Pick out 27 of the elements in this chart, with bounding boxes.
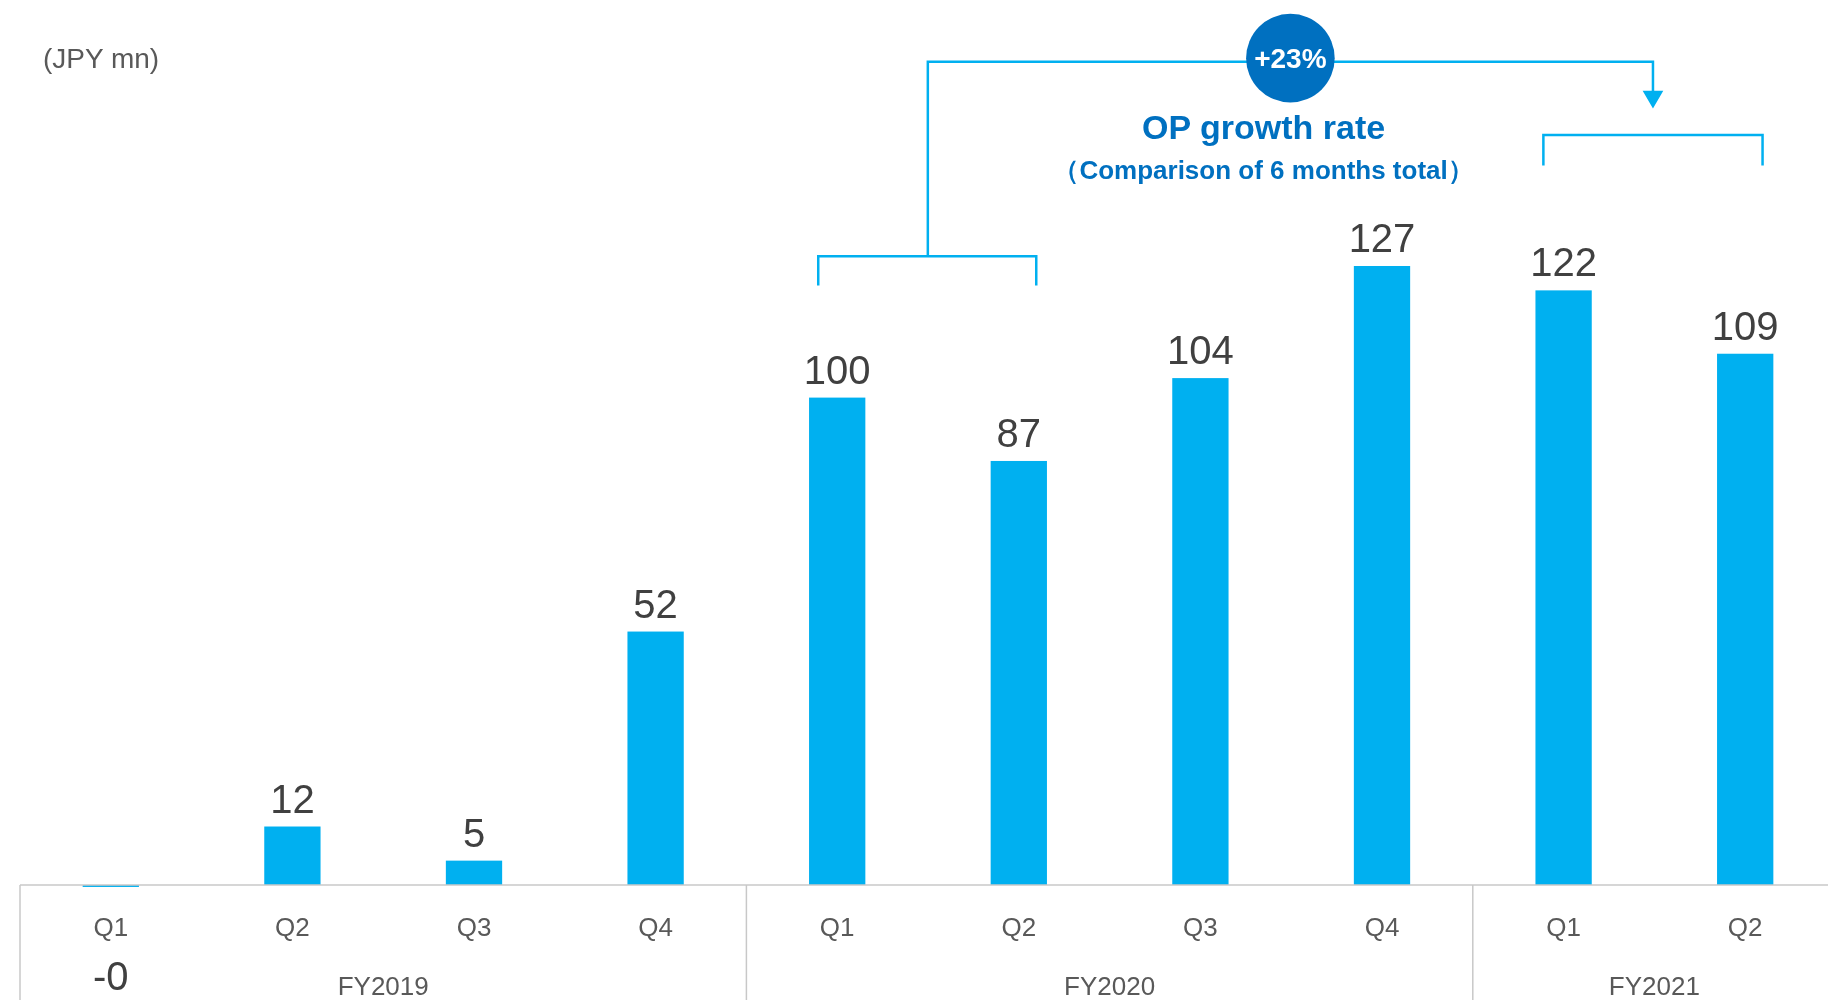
data-label: 109 [1711, 303, 1779, 348]
text: FY2021 [1608, 971, 1700, 1000]
x-tick-label: Q2 [275, 912, 310, 942]
text: OP growth rate [1142, 107, 1386, 146]
data-label: 104 [1167, 328, 1234, 373]
data-label: 100 [803, 347, 871, 392]
data-label: 87 [996, 410, 1042, 455]
x-tick-label: Q3 [1183, 912, 1218, 942]
x-tick-label: Q4 [638, 912, 673, 942]
text: (JPY mn) [43, 43, 160, 74]
data-label: 5 [462, 810, 486, 855]
x-tick-label: Q3 [456, 912, 492, 942]
data-label: 12 [270, 776, 315, 821]
x-tick-label: Q4 [1364, 912, 1400, 942]
x-tick-label: Q2 [1001, 912, 1037, 942]
data-label: 52 [633, 581, 678, 626]
x-tick-label: Q1 [1546, 912, 1581, 942]
text: FY2020 [1064, 971, 1156, 1000]
text: FY2019 [337, 971, 429, 1000]
x-tick-label: Q1 [93, 912, 129, 942]
data-label: 127 [1348, 216, 1416, 260]
x-tick-label: Q2 [1727, 912, 1763, 942]
text: （Comparison of 6 months total） [1053, 155, 1474, 186]
data-label: 122 [1530, 240, 1597, 285]
x-tick-label: Q1 [819, 912, 855, 942]
data-label: -0 [93, 954, 129, 998]
text: +23% [1254, 43, 1327, 75]
